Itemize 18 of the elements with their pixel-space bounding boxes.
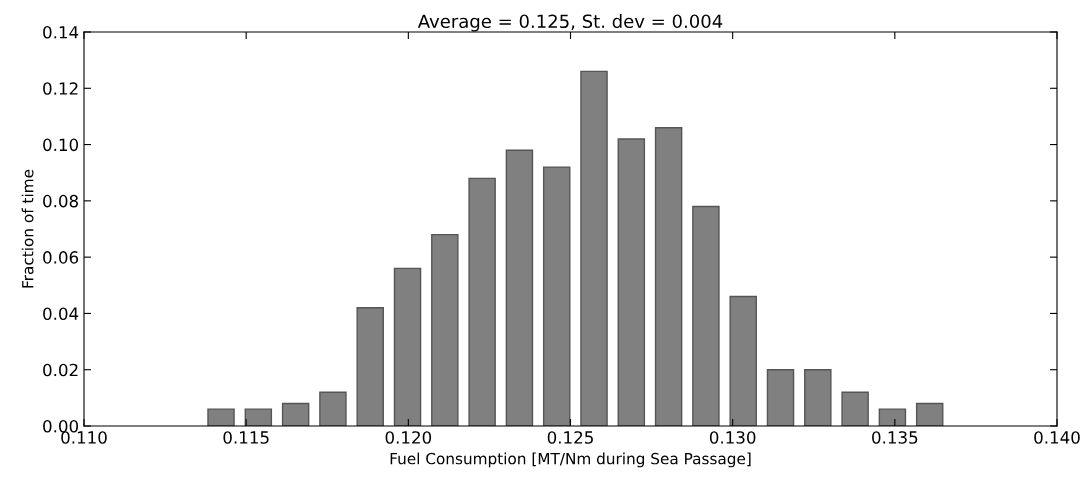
y-tick-label: 0.00 <box>43 419 79 433</box>
x-tick-label: 0.120 <box>385 431 432 444</box>
y-tick-label: 0.12 <box>43 82 78 95</box>
x-tick-label: 0.130 <box>709 431 756 444</box>
y-tick-label: 0.06 <box>43 251 79 264</box>
y-tick-label: 0.14 <box>43 25 79 39</box>
x-tick-label: 0.110 <box>61 431 107 444</box>
y-tick-label: 0.08 <box>43 194 78 208</box>
y-tick-label: 0.04 <box>43 307 79 320</box>
x-tick-label: 0.135 <box>872 431 918 444</box>
x-axis-title: Fuel Consumption [MT/Nm during Sea Passage] <box>390 452 751 468</box>
x-tick-label: 0.115 <box>223 431 269 444</box>
y-tick-label: 0.10 <box>43 138 79 152</box>
x-tick-label: 0.125 <box>547 431 593 444</box>
chart-title: Average = 0.125, St. dev = 0.004 <box>417 14 723 32</box>
y-tick-label: 0.02 <box>43 363 78 377</box>
y-axis-title: Fraction of time <box>21 169 34 288</box>
x-tick-label: 0.140 <box>1034 431 1080 444</box>
